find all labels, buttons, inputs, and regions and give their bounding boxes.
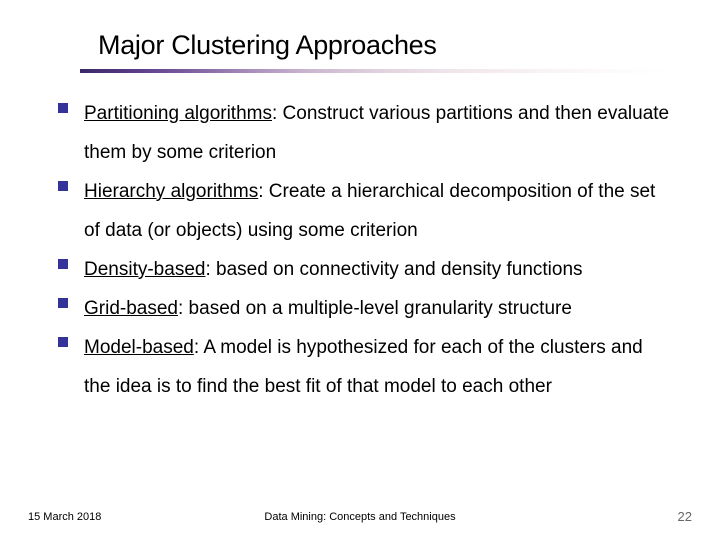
bullet-lead: Model-based (84, 337, 194, 358)
divider-wrap (50, 69, 670, 73)
bullet-item: Density-based: based on connectivity and… (58, 251, 670, 290)
bullet-rest: : based on connectivity and density func… (205, 259, 582, 280)
square-bullet-icon (58, 337, 68, 347)
bullet-text: Hierarchy algorithms: Create a hierarchi… (84, 173, 670, 251)
bullet-text: Model-based: A model is hypothesized for… (84, 329, 670, 407)
bullet-lead: Partitioning algorithms (84, 103, 272, 124)
bullet-rest: : based on a multiple-level granularity … (178, 298, 572, 319)
slide: Major Clustering Approaches Partitioning… (0, 0, 720, 540)
divider-gradient (80, 69, 670, 73)
bullet-item: Hierarchy algorithms: Create a hierarchi… (58, 173, 670, 251)
slide-footer: 15 March 2018 Data Mining: Concepts and … (0, 509, 720, 524)
square-bullet-icon (58, 298, 68, 308)
bullet-list: Partitioning algorithms: Construct vario… (50, 95, 670, 407)
bullet-lead: Grid-based (84, 298, 178, 319)
bullet-text: Partitioning algorithms: Construct vario… (84, 95, 670, 173)
bullet-item: Partitioning algorithms: Construct vario… (58, 95, 670, 173)
square-bullet-icon (58, 259, 68, 269)
footer-date: 15 March 2018 (28, 511, 101, 523)
bullet-lead: Density-based (84, 259, 205, 280)
bullet-item: Grid-based: based on a multiple-level gr… (58, 290, 670, 329)
footer-center-text: Data Mining: Concepts and Techniques (264, 511, 455, 523)
bullet-text: Grid-based: based on a multiple-level gr… (84, 290, 670, 329)
slide-title: Major Clustering Approaches (98, 30, 670, 61)
title-area: Major Clustering Approaches (50, 30, 670, 61)
bullet-item: Model-based: A model is hypothesized for… (58, 329, 670, 407)
square-bullet-icon (58, 103, 68, 113)
square-bullet-icon (58, 181, 68, 191)
bullet-lead: Hierarchy algorithms (84, 181, 258, 202)
footer-page-number: 22 (678, 509, 692, 524)
bullet-text: Density-based: based on connectivity and… (84, 251, 670, 290)
